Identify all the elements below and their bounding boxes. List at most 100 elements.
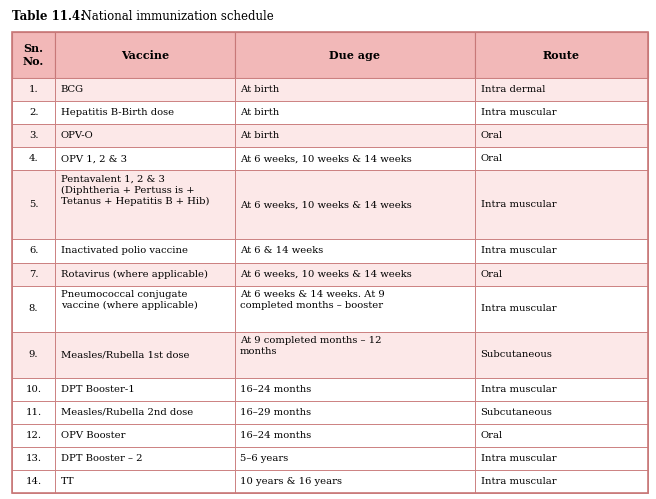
Text: DPT Booster – 2: DPT Booster – 2 bbox=[61, 454, 142, 463]
Text: 16–29 months: 16–29 months bbox=[240, 408, 311, 417]
Bar bbox=[475, 170, 648, 240]
Bar bbox=[55, 285, 235, 332]
Bar bbox=[235, 424, 475, 447]
Text: At 9 completed months – 12
months: At 9 completed months – 12 months bbox=[240, 336, 382, 356]
Bar bbox=[55, 101, 235, 124]
Text: DPT Booster-1: DPT Booster-1 bbox=[61, 385, 134, 394]
Text: 1.: 1. bbox=[29, 85, 39, 94]
Bar bbox=[55, 262, 235, 285]
Bar bbox=[475, 378, 648, 401]
Text: Route: Route bbox=[543, 49, 580, 60]
Text: OPV Booster: OPV Booster bbox=[61, 431, 125, 440]
Text: Due age: Due age bbox=[329, 49, 380, 60]
Bar bbox=[12, 32, 55, 78]
Text: At 6 weeks & 14 weeks. At 9
completed months – booster: At 6 weeks & 14 weeks. At 9 completed mo… bbox=[240, 289, 385, 310]
Bar bbox=[235, 378, 475, 401]
Text: Pneumococcal conjugate
vaccine (where applicable): Pneumococcal conjugate vaccine (where ap… bbox=[61, 289, 197, 310]
Text: 11.: 11. bbox=[26, 408, 42, 417]
Text: Intra muscular: Intra muscular bbox=[480, 385, 556, 394]
Text: Rotavirus (where applicable): Rotavirus (where applicable) bbox=[61, 269, 208, 278]
Text: Intra muscular: Intra muscular bbox=[480, 247, 556, 255]
Bar bbox=[12, 124, 55, 147]
Text: 5.: 5. bbox=[29, 201, 38, 210]
Text: 10.: 10. bbox=[26, 385, 41, 394]
Bar bbox=[55, 401, 235, 424]
Text: 10 years & 16 years: 10 years & 16 years bbox=[240, 477, 342, 486]
Text: Intra muscular: Intra muscular bbox=[480, 304, 556, 313]
Text: 9.: 9. bbox=[29, 350, 38, 359]
Bar bbox=[55, 424, 235, 447]
Bar bbox=[55, 332, 235, 378]
Text: 3.: 3. bbox=[29, 131, 38, 140]
Bar bbox=[235, 124, 475, 147]
Text: Measles/Rubella 1st dose: Measles/Rubella 1st dose bbox=[61, 350, 189, 359]
Text: 5–6 years: 5–6 years bbox=[240, 454, 289, 463]
Text: Subcutaneous: Subcutaneous bbox=[480, 350, 552, 359]
Bar bbox=[12, 285, 55, 332]
Bar bbox=[55, 470, 235, 493]
Text: 7.: 7. bbox=[29, 269, 38, 278]
Bar bbox=[12, 378, 55, 401]
Bar bbox=[55, 32, 235, 78]
Text: At birth: At birth bbox=[240, 85, 279, 94]
Bar bbox=[475, 101, 648, 124]
Bar bbox=[235, 101, 475, 124]
Bar bbox=[12, 447, 55, 470]
Bar bbox=[475, 424, 648, 447]
Bar bbox=[12, 401, 55, 424]
Text: BCG: BCG bbox=[61, 85, 84, 94]
Bar bbox=[235, 170, 475, 240]
Bar bbox=[235, 285, 475, 332]
Text: 14.: 14. bbox=[26, 477, 42, 486]
Text: Hepatitis B-Birth dose: Hepatitis B-Birth dose bbox=[61, 108, 174, 117]
Bar bbox=[235, 447, 475, 470]
Bar bbox=[235, 240, 475, 262]
Text: Intra muscular: Intra muscular bbox=[480, 477, 556, 486]
Bar bbox=[12, 470, 55, 493]
Text: Sn.
No.: Sn. No. bbox=[23, 43, 44, 67]
Bar bbox=[55, 147, 235, 170]
Text: Intra muscular: Intra muscular bbox=[480, 108, 556, 117]
Bar bbox=[12, 147, 55, 170]
Text: At 6 & 14 weeks: At 6 & 14 weeks bbox=[240, 247, 323, 255]
Text: Oral: Oral bbox=[480, 269, 502, 278]
Bar bbox=[55, 447, 235, 470]
Text: Intra dermal: Intra dermal bbox=[480, 85, 545, 94]
Bar bbox=[475, 332, 648, 378]
Text: National immunization schedule: National immunization schedule bbox=[74, 10, 274, 23]
Text: At 6 weeks, 10 weeks & 14 weeks: At 6 weeks, 10 weeks & 14 weeks bbox=[240, 269, 412, 278]
Text: Intra muscular: Intra muscular bbox=[480, 201, 556, 210]
Bar bbox=[12, 262, 55, 285]
Text: Vaccine: Vaccine bbox=[121, 49, 169, 60]
Text: Table 11.4:: Table 11.4: bbox=[12, 10, 85, 23]
Bar bbox=[235, 147, 475, 170]
Bar bbox=[475, 78, 648, 101]
Bar bbox=[475, 124, 648, 147]
Text: OPV-O: OPV-O bbox=[61, 131, 94, 140]
Bar bbox=[475, 32, 648, 78]
Bar bbox=[12, 101, 55, 124]
Bar bbox=[55, 170, 235, 240]
Bar bbox=[235, 262, 475, 285]
Text: At 6 weeks, 10 weeks & 14 weeks: At 6 weeks, 10 weeks & 14 weeks bbox=[240, 154, 412, 163]
Text: 8.: 8. bbox=[29, 304, 38, 313]
Text: Oral: Oral bbox=[480, 431, 502, 440]
Bar bbox=[475, 401, 648, 424]
Bar bbox=[12, 78, 55, 101]
Bar bbox=[12, 332, 55, 378]
Text: Pentavalent 1, 2 & 3
(Diphtheria + Pertuss is +
Tetanus + Hepatitis B + Hib): Pentavalent 1, 2 & 3 (Diphtheria + Pertu… bbox=[61, 174, 209, 206]
Bar bbox=[475, 470, 648, 493]
Bar bbox=[475, 147, 648, 170]
Text: Measles/Rubella 2nd dose: Measles/Rubella 2nd dose bbox=[61, 408, 193, 417]
Bar bbox=[235, 401, 475, 424]
Text: 16–24 months: 16–24 months bbox=[240, 431, 312, 440]
Bar bbox=[12, 240, 55, 262]
Text: 13.: 13. bbox=[26, 454, 41, 463]
Bar bbox=[475, 447, 648, 470]
Text: OPV 1, 2 & 3: OPV 1, 2 & 3 bbox=[61, 154, 127, 163]
Text: 12.: 12. bbox=[26, 431, 41, 440]
Bar bbox=[235, 78, 475, 101]
Bar bbox=[235, 32, 475, 78]
Bar bbox=[235, 332, 475, 378]
Text: 4.: 4. bbox=[29, 154, 39, 163]
